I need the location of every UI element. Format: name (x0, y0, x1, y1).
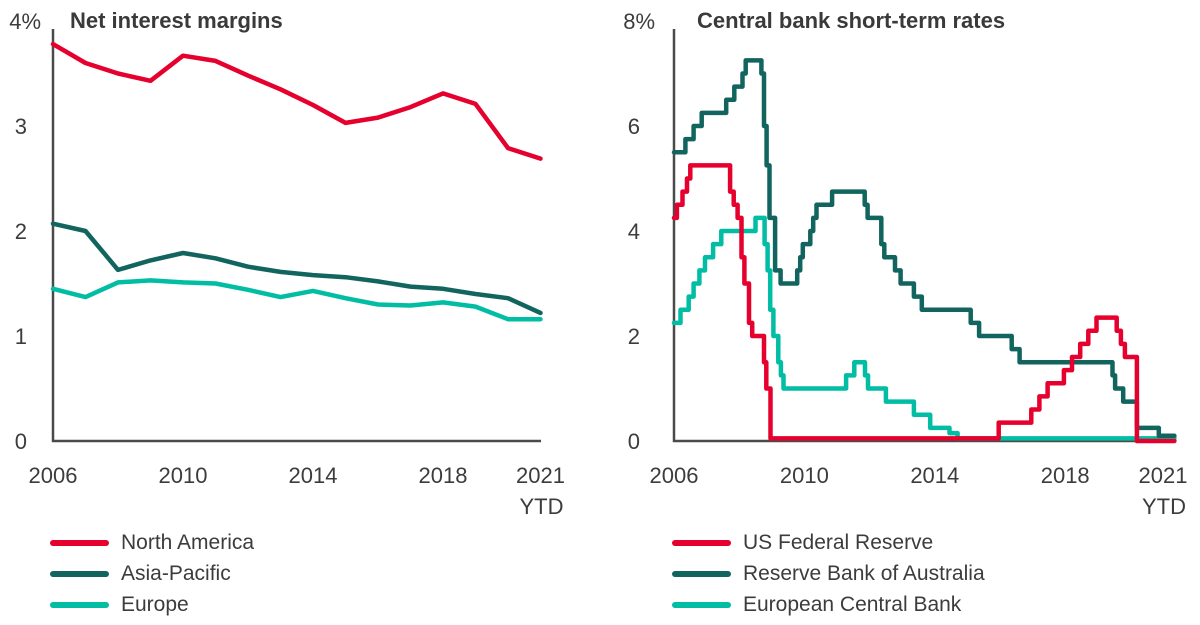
legend-item-european-central-bank: European Central Bank (672, 592, 985, 618)
legend-item-north-america: North America (50, 530, 254, 556)
x-axis-tick-label: 2018 (1041, 463, 1090, 488)
us-federal-reserve-line-swatch (672, 540, 731, 546)
x-axis-ytd-note: YTD (1142, 494, 1186, 519)
left-chart-title: Net interest margins (70, 8, 283, 33)
series-north-america (50, 41, 543, 161)
y-axis-tick-label: 1 (15, 324, 27, 349)
y-axis-tick-label: 8% (623, 9, 655, 34)
y-axis-tick-label: 0 (15, 429, 27, 454)
y-axis-tick-label: 4% (9, 9, 41, 34)
x-axis-tick-label: 2010 (780, 463, 829, 488)
x-axis-tick-label: 2006 (650, 463, 699, 488)
axis (51, 29, 541, 443)
x-axis-tick-label: 2014 (289, 463, 338, 488)
y-axis-tick-label: 0 (628, 429, 640, 454)
y-axis-tick-label: 2 (628, 324, 640, 349)
x-axis-tick-label: 2010 (159, 463, 208, 488)
x-axis-tick-label: 2014 (910, 463, 959, 488)
right-chart-title: Central bank short-term rates (697, 8, 1006, 33)
left-chart-legend: North America Asia-Pacific Europe (50, 530, 254, 623)
series-europe (50, 278, 543, 322)
reserve-bank-of-australia-line-swatch (672, 571, 731, 577)
europe-line-swatch (50, 602, 109, 608)
legend-label-reserve-bank-of-australia: Reserve Bank of Australia (743, 562, 985, 585)
x-axis-tick-label: 2021 (516, 463, 565, 488)
series-us-federal-reserve (671, 163, 1177, 444)
european-central-bank-line-swatch (672, 602, 731, 608)
axis (672, 29, 1174, 443)
legend-item-asia-pacific: Asia-Pacific (50, 561, 254, 587)
legend-item-us-federal-reserve: US Federal Reserve (672, 530, 985, 556)
legend-label-asia-pacific: Asia-Pacific (121, 562, 231, 585)
x-axis-ytd-note: YTD (520, 494, 564, 519)
x-axis-tick-label: 2018 (419, 463, 468, 488)
legend-item-reserve-bank-of-australia: Reserve Bank of Australia (672, 561, 985, 587)
right-chart: 8% 6 4 2 0 2006 2010 2014 2018 2021 YTD (623, 9, 1187, 519)
north-america-line-swatch (50, 540, 109, 546)
y-axis-tick-label: 6 (628, 114, 640, 139)
legend-label-north-america: North America (121, 531, 255, 554)
legend-label-europe: Europe (121, 593, 189, 616)
legend-label-us-federal-reserve: US Federal Reserve (743, 531, 934, 554)
y-axis-tick-label: 2 (15, 219, 27, 244)
legend-item-europe: Europe (50, 592, 254, 618)
x-axis-tick-label: 2006 (29, 463, 78, 488)
x-axis-tick-label: 2021 (1139, 463, 1188, 488)
y-axis-tick-label: 3 (15, 114, 27, 139)
y-axis-tick-label: 4 (628, 219, 640, 244)
right-chart-legend: US Federal Reserve Reserve Bank of Austr… (672, 530, 985, 623)
series-asia-pacific (50, 221, 543, 316)
legend-label-european-central-bank: European Central Bank (743, 593, 962, 616)
series-reserve-bank-of-australia (671, 58, 1177, 439)
asia-pacific-line-swatch (50, 571, 109, 577)
series-european-central-bank (671, 215, 1177, 441)
